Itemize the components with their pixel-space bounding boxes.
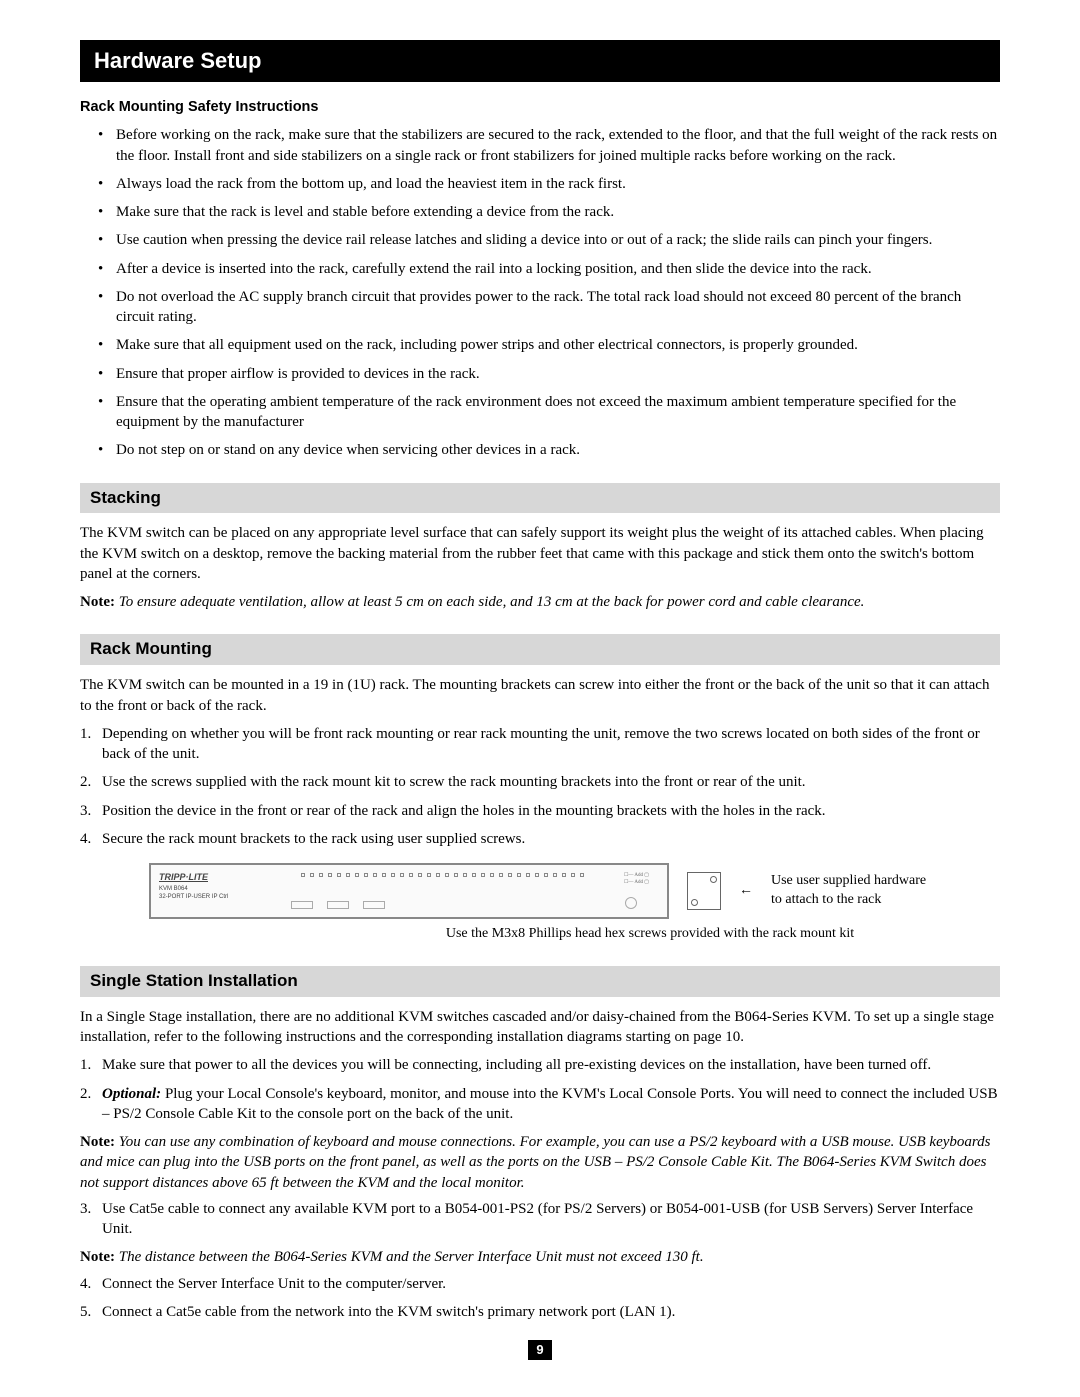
list-item: 2.Optional: Plug your Local Console's ke… bbox=[80, 1084, 1000, 1125]
stacking-heading: Stacking bbox=[80, 483, 1000, 514]
note-label: Note: bbox=[80, 594, 115, 610]
note-body: The distance between the B064-Series KVM… bbox=[119, 1249, 704, 1265]
single-intro: In a Single Stage installation, there ar… bbox=[80, 1007, 1000, 1048]
device-reset bbox=[625, 897, 637, 909]
note-label: Note: bbox=[80, 1134, 115, 1150]
list-item: 1.Make sure that power to all the device… bbox=[80, 1055, 1000, 1075]
single-steps-cont2: 4.Connect the Server Interface Unit to t… bbox=[80, 1274, 1000, 1323]
diagram-caption: Use the M3x8 Phillips head hex screws pr… bbox=[300, 925, 1000, 944]
list-item: 3.Position the device in the front or re… bbox=[80, 801, 1000, 821]
step-text: Make sure that power to all the devices … bbox=[102, 1057, 931, 1073]
list-item: After a device is inserted into the rack… bbox=[98, 259, 1000, 279]
list-item: 2.Use the screws supplied with the rack … bbox=[80, 772, 1000, 792]
list-item: 3.Use Cat5e cable to connect any availab… bbox=[80, 1199, 1000, 1240]
single-steps: 1.Make sure that power to all the device… bbox=[80, 1055, 1000, 1124]
list-item: Make sure that all equipment used on the… bbox=[98, 335, 1000, 355]
note-body: To ensure adequate ventilation, allow at… bbox=[119, 594, 865, 610]
safety-list: Before working on the rack, make sure th… bbox=[80, 125, 1000, 460]
step-text: Connect the Server Interface Unit to the… bbox=[102, 1276, 446, 1292]
list-item: Make sure that the rack is level and sta… bbox=[98, 202, 1000, 222]
device-mac: ☐— Add ▢☐— Add ▢ bbox=[624, 872, 649, 886]
list-item: Always load the rack from the bottom up,… bbox=[98, 174, 1000, 194]
list-item: Ensure that proper airflow is provided t… bbox=[98, 364, 1000, 384]
list-item: Do not step on or stand on any device wh… bbox=[98, 440, 1000, 460]
single-note-2: Note: The distance between the B064-Seri… bbox=[80, 1247, 1000, 1267]
list-item: Use caution when pressing the device rai… bbox=[98, 230, 1000, 250]
note-label: Note: bbox=[80, 1249, 115, 1265]
single-heading: Single Station Installation bbox=[80, 966, 1000, 997]
list-item: 5.Connect a Cat5e cable from the network… bbox=[80, 1302, 1000, 1322]
device-ports bbox=[301, 873, 584, 877]
step-text: Use Cat5e cable to connect any available… bbox=[102, 1201, 973, 1237]
single-steps-cont: 3.Use Cat5e cable to connect any availab… bbox=[80, 1199, 1000, 1240]
stacking-note: Note: To ensure adequate ventilation, al… bbox=[80, 592, 1000, 612]
bracket-icon bbox=[687, 872, 721, 910]
single-note-1: Note: You can use any combination of key… bbox=[80, 1132, 1000, 1193]
step-text: Use the screws supplied with the rack mo… bbox=[102, 774, 806, 790]
step-text: Depending on whether you will be front r… bbox=[102, 726, 980, 762]
list-item: 4.Secure the rack mount brackets to the … bbox=[80, 829, 1000, 849]
rackmount-heading: Rack Mounting bbox=[80, 634, 1000, 665]
step-text: Connect a Cat5e cable from the network i… bbox=[102, 1304, 675, 1320]
note-body: You can use any combination of keyboard … bbox=[80, 1134, 991, 1191]
arrow-icon: ← bbox=[739, 882, 753, 901]
optional-label: Optional: bbox=[102, 1086, 161, 1102]
list-item: Before working on the rack, make sure th… bbox=[98, 125, 1000, 166]
step-text: Secure the rack mount brackets to the ra… bbox=[102, 831, 525, 847]
list-item: 1.Depending on whether you will be front… bbox=[80, 724, 1000, 765]
stacking-body: The KVM switch can be placed on any appr… bbox=[80, 523, 1000, 584]
device-model: KVM B06432-PORT IP-USER IP Ctrl bbox=[159, 885, 228, 901]
device-logo: TRIPP·LITE bbox=[159, 871, 208, 883]
device-front-panel: TRIPP·LITE KVM B06432-PORT IP-USER IP Ct… bbox=[149, 863, 669, 919]
safety-heading: Rack Mounting Safety Instructions bbox=[80, 98, 1000, 118]
step-text: Position the device in the front or rear… bbox=[102, 803, 826, 819]
diagram-callout: Use user supplied hardware to attach to … bbox=[771, 872, 931, 910]
step-text: Plug your Local Console's keyboard, moni… bbox=[102, 1086, 998, 1122]
list-item: Ensure that the operating ambient temper… bbox=[98, 392, 1000, 433]
device-slots bbox=[291, 901, 385, 909]
page-title-bar: Hardware Setup bbox=[80, 40, 1000, 82]
rackmount-diagram: TRIPP·LITE KVM B06432-PORT IP-USER IP Ct… bbox=[80, 863, 1000, 919]
rackmount-steps: 1.Depending on whether you will be front… bbox=[80, 724, 1000, 849]
list-item: 4.Connect the Server Interface Unit to t… bbox=[80, 1274, 1000, 1294]
rackmount-intro: The KVM switch can be mounted in a 19 in… bbox=[80, 675, 1000, 716]
list-item: Do not overload the AC supply branch cir… bbox=[98, 287, 1000, 328]
page-number: 9 bbox=[528, 1340, 552, 1360]
